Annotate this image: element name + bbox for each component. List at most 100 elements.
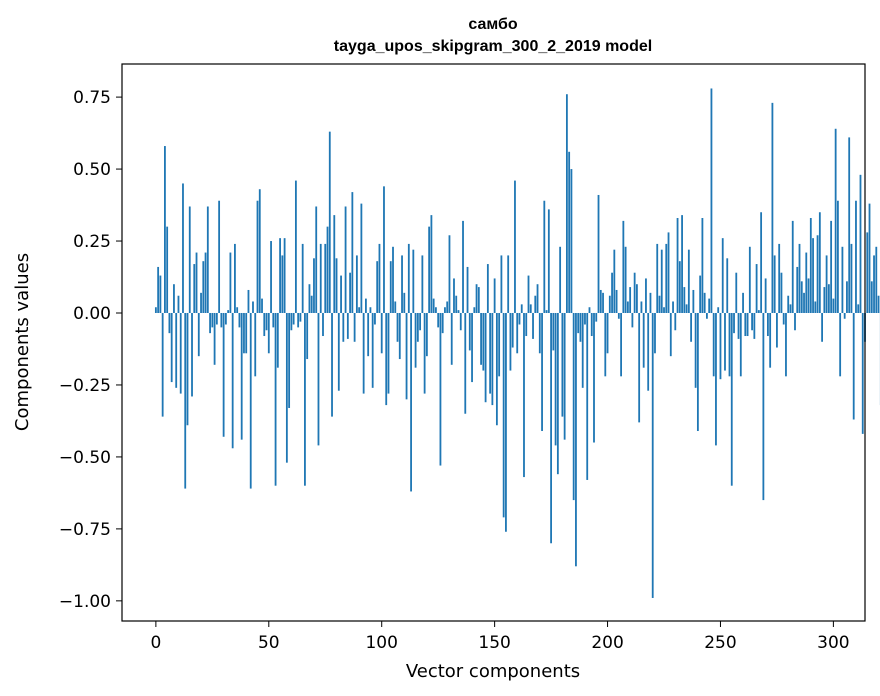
bar-271	[766, 312, 769, 337]
x-axis-label: Vector components	[406, 661, 580, 682]
bar-225	[663, 307, 665, 313]
bar-113	[410, 312, 412, 492]
bar-259	[739, 312, 742, 377]
bar-63	[297, 312, 300, 328]
bar-181	[563, 312, 566, 440]
bar-255	[730, 312, 733, 486]
bar-281	[789, 304, 792, 313]
bar-210	[629, 287, 632, 313]
bar-69	[310, 295, 313, 313]
bar-39	[243, 312, 245, 354]
bar-75	[324, 243, 327, 313]
y-tick-label: −1.00	[59, 592, 111, 612]
bar-257	[735, 272, 738, 313]
bar-287	[803, 292, 805, 313]
bar-97	[374, 312, 376, 325]
bar-146	[484, 312, 487, 403]
bar-88	[353, 312, 356, 342]
bar-53	[274, 312, 277, 486]
bar-178	[556, 312, 559, 475]
bar-246	[710, 88, 713, 313]
bar-222	[656, 243, 659, 313]
bar-11	[179, 312, 182, 394]
bar-264	[751, 312, 753, 331]
bar-2	[159, 275, 162, 313]
bar-49	[265, 312, 268, 331]
bar-173	[545, 310, 548, 313]
bar-151	[495, 312, 498, 426]
bar-34	[231, 312, 234, 449]
x-tick-label: 100	[365, 633, 397, 653]
y-axis-label: Components values	[12, 253, 33, 431]
bar-99	[378, 243, 381, 313]
bar-214	[638, 312, 641, 423]
bar-148	[489, 312, 492, 394]
bar-5	[166, 226, 169, 313]
bar-143	[477, 287, 480, 313]
bar-48	[263, 312, 266, 337]
bar-167	[532, 312, 534, 339]
bar-71	[315, 206, 318, 313]
bar-310	[855, 200, 857, 313]
bar-142	[475, 284, 478, 313]
bar-154	[502, 312, 505, 518]
bar-32	[227, 310, 230, 313]
bar-288	[805, 252, 808, 313]
bar-187	[577, 312, 580, 334]
bar-115	[414, 312, 417, 368]
bar-307	[848, 137, 851, 313]
bar-174	[547, 209, 550, 313]
bar-215	[640, 301, 643, 313]
bar-252	[724, 312, 726, 371]
bar-276	[778, 243, 781, 313]
bar-112	[407, 243, 410, 313]
bar-94	[367, 312, 370, 357]
bar-235	[685, 304, 688, 313]
bar-90	[358, 307, 361, 313]
bar-190	[584, 312, 586, 325]
bar-253	[726, 258, 729, 313]
bar-60	[290, 312, 293, 331]
bar-37	[238, 312, 241, 328]
bar-194	[593, 312, 595, 443]
bar-208	[624, 246, 627, 313]
bar-15	[188, 206, 191, 313]
bar-203	[613, 249, 616, 313]
bar-91	[360, 203, 363, 313]
bar-38	[240, 312, 243, 440]
bar-185	[572, 312, 575, 501]
bar-306	[846, 281, 848, 313]
bar-17	[193, 264, 196, 313]
bar-292	[814, 301, 817, 313]
bar-129	[446, 301, 449, 313]
bar-18	[195, 252, 198, 313]
bar-220	[651, 312, 654, 598]
bar-213	[636, 284, 638, 313]
bar-55	[279, 238, 281, 313]
bar-79	[333, 215, 336, 313]
bar-269	[762, 312, 765, 501]
bar-137	[464, 312, 467, 414]
bar-36	[236, 307, 239, 313]
bar-132	[453, 278, 455, 313]
bar-304	[841, 246, 844, 313]
bar-265	[753, 312, 756, 339]
bar-218	[647, 312, 650, 391]
bars-group	[154, 88, 880, 598]
bar-219	[649, 292, 652, 313]
bar-182	[565, 94, 568, 313]
bar-57	[283, 238, 286, 313]
bar-260	[742, 292, 744, 313]
bar-164	[525, 312, 528, 337]
bar-239	[694, 312, 697, 388]
bar-96	[371, 312, 374, 388]
bar-41	[247, 289, 250, 313]
bar-277	[780, 272, 783, 313]
bar-284	[796, 266, 799, 313]
bar-76	[326, 226, 329, 313]
bar-249	[717, 307, 720, 313]
bar-267	[757, 310, 760, 313]
bar-175	[550, 312, 552, 544]
bar-70	[313, 258, 315, 313]
bar-282	[791, 220, 794, 313]
